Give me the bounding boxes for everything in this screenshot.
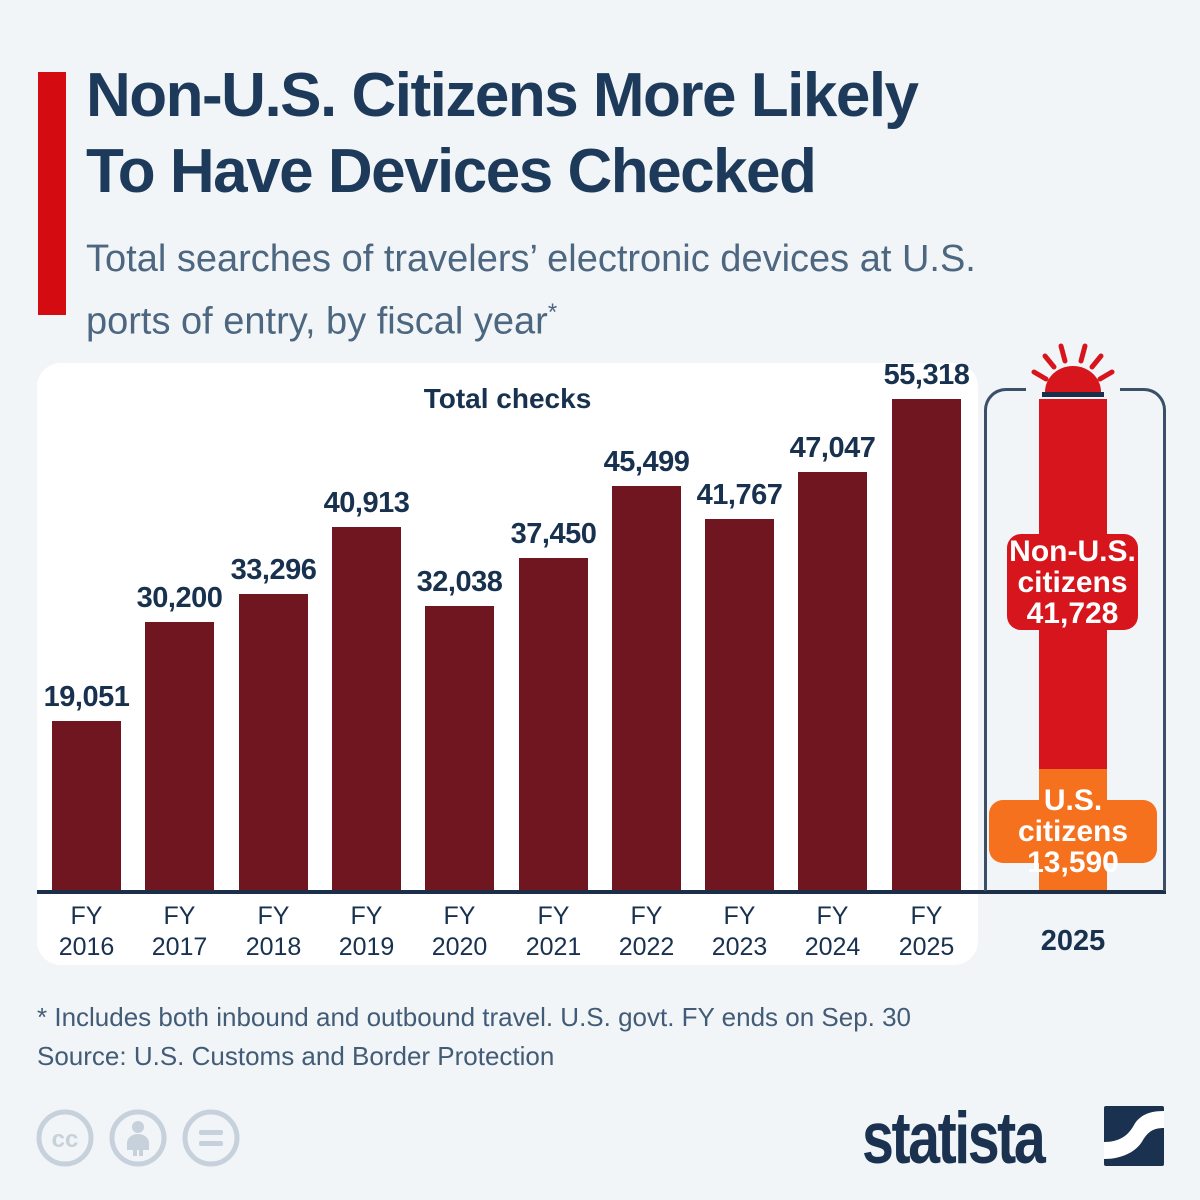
x-axis-line	[37, 890, 1166, 894]
bar-value-label-fy-2017: 30,200	[136, 582, 223, 614]
x-axis-label-fy-2018: FY 2018	[245, 902, 302, 961]
x-axis-label-fy-2023: FY 2023	[711, 902, 768, 961]
x-axis-label-fy-2020: FY 2020	[431, 902, 488, 961]
bar-value-label-fy-2022: 45,499	[603, 446, 690, 478]
bar-value-label-fy-2023: 41,767	[696, 479, 783, 511]
bar-fy-2018	[239, 594, 308, 890]
siren-icon	[1031, 343, 1115, 397]
bar-fy-2017	[145, 622, 214, 890]
bar-fy-2025	[892, 399, 961, 890]
equals-icon	[182, 1109, 240, 1167]
page-subtitle: Total searches of travelers’ electronic …	[86, 232, 1086, 349]
title-accent-bar	[38, 72, 66, 315]
x-axis-label-fy-2021: FY 2021	[525, 902, 582, 961]
footnote-text: * Includes both inbound and outbound tra…	[37, 1002, 912, 1032]
bar-value-label-fy-2020: 32,038	[416, 566, 503, 598]
us-citizens-value: 13,590	[1027, 846, 1119, 879]
bar-fy-2019	[332, 527, 401, 890]
chart-title: Total checks	[423, 383, 592, 414]
non-us-citizens-value: 41,728	[1026, 596, 1119, 630]
page-title-line2: To Have Devices Checked	[86, 137, 817, 206]
non-us-citizens-label: Non-U.S. citizens 41,728	[1007, 534, 1138, 630]
bar-fy-2021	[519, 558, 588, 890]
page-title-line1: Non-U.S. Citizens More Likely	[86, 61, 919, 130]
statista-wordmark: statista	[862, 1097, 1046, 1179]
statista-logo-icon	[1104, 1106, 1164, 1166]
bar-value-label-fy-2025: 55,318	[883, 359, 970, 391]
x-axis-label-fy-2016: FY 2016	[58, 902, 115, 961]
page-subtitle-line1: Total searches of travelers’ electronic …	[86, 238, 976, 280]
x-axis-label-fy-2024: FY 2024	[804, 902, 861, 961]
x-axis-label-fy-2019: FY 2019	[338, 902, 395, 961]
source-text: Source: U.S. Customs and Border Protecti…	[37, 1041, 555, 1071]
bar-value-label-fy-2018: 33,296	[230, 554, 317, 586]
siren-dome	[1045, 366, 1101, 392]
x-axis-label-fy-2017: FY 2017	[151, 902, 208, 961]
svg-text:cc: cc	[52, 1126, 79, 1153]
x-axis-label-fy-2025: FY 2025	[898, 902, 955, 961]
bar-fy-2023	[705, 519, 774, 890]
bar-value-label-fy-2019: 40,913	[323, 487, 410, 519]
bar-value-label-fy-2021: 37,450	[510, 518, 597, 550]
bracket-gap-left	[1026, 384, 1046, 396]
bar-fy-2020	[425, 606, 494, 890]
attribution-icon	[109, 1109, 167, 1167]
bar-fy-2016	[52, 721, 121, 890]
us-citizens-label: U.S. citizens 13,590	[989, 785, 1157, 878]
bracket-gap-right	[1100, 384, 1120, 396]
page-subtitle-line2: ports of entry, by fiscal year*	[86, 299, 558, 343]
x-axis-label-fy-2022: FY 2022	[618, 902, 675, 961]
breakdown-year-label: 2025	[1040, 925, 1106, 957]
siren-base	[1042, 392, 1104, 397]
cc-icon	[36, 1109, 94, 1167]
page-title: Non-U.S. Citizens More Likely To Have De…	[86, 58, 1166, 210]
footnote-marker: *	[547, 299, 558, 326]
bar-fy-2022	[612, 486, 681, 890]
bar-value-label-fy-2016: 19,051	[43, 681, 130, 713]
bar-fy-2024	[798, 472, 867, 890]
cc-license-icons: cc	[36, 1109, 240, 1167]
bar-value-label-fy-2024: 47,047	[789, 432, 876, 464]
